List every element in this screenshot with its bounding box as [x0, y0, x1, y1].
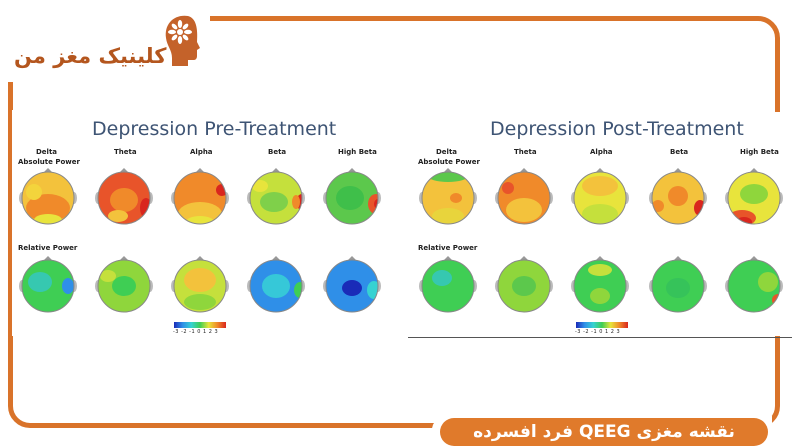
- post-beta-absolute-map: [649, 168, 707, 225]
- pre-delta-relative-map: [19, 256, 77, 313]
- pre-theta-absolute-map: [95, 168, 153, 225]
- post-color-scale-ticks: -3 -2 -1 0 1 2 3: [575, 329, 621, 335]
- pre-row-absolute-power: Absolute Power: [18, 158, 80, 166]
- pre-beta-absolute-map: [247, 168, 305, 225]
- pre-row-relative-power: Relative Power: [18, 244, 78, 252]
- post-panel-baseline: [408, 337, 792, 338]
- pre-col-high-beta: High Beta: [338, 148, 377, 156]
- brain-head-logo-icon: [165, 15, 200, 66]
- caption-banner: نقشه مغزی QEEG فرد افسرده: [440, 418, 768, 446]
- post-theta-absolute-map: [495, 168, 553, 225]
- post-row-absolute-power: Absolute Power: [418, 158, 480, 166]
- post-col-beta: Beta: [670, 148, 689, 156]
- post-theta-relative-map: [495, 256, 553, 313]
- pre-color-scale-bar: [174, 322, 226, 328]
- post-treatment-title: Depression Post-Treatment: [490, 118, 744, 140]
- pre-col-alpha: Alpha: [190, 148, 213, 156]
- pre-delta-absolute-map: [19, 168, 77, 225]
- pre-alpha-relative-map: [171, 256, 229, 313]
- post-col-alpha: Alpha: [590, 148, 613, 156]
- pre-alpha-absolute-map: [171, 168, 229, 225]
- pre-color-scale-ticks: -3 -2 -1 0 1 2 3: [173, 329, 219, 335]
- post-row-relative-power: Relative Power: [418, 244, 478, 252]
- pre-theta-relative-map: [95, 256, 153, 313]
- pre-beta-relative-map: [247, 256, 305, 313]
- pre-col-delta: Delta: [36, 148, 58, 156]
- pre-col-beta: Beta: [268, 148, 287, 156]
- post-alpha-absolute-map: [571, 168, 629, 225]
- post-beta-relative-map: [649, 256, 707, 313]
- pre-high-beta-relative-map: [323, 256, 381, 313]
- post-col-delta: Delta: [436, 148, 458, 156]
- pre-high-beta-absolute-map: [323, 168, 381, 225]
- post-high-beta-relative-map: [725, 256, 783, 313]
- post-color-scale-bar: [576, 322, 628, 328]
- pre-treatment-title: Depression Pre-Treatment: [92, 118, 337, 140]
- clinic-name: کلینیک مغز من: [14, 44, 167, 68]
- pre-col-theta: Theta: [114, 148, 137, 156]
- post-col-high-beta: High Beta: [740, 148, 779, 156]
- post-delta-relative-map: [419, 256, 477, 313]
- post-col-theta: Theta: [514, 148, 537, 156]
- post-alpha-relative-map: [571, 256, 629, 313]
- post-delta-absolute-map: [419, 168, 477, 225]
- post-high-beta-absolute-map: [725, 168, 783, 225]
